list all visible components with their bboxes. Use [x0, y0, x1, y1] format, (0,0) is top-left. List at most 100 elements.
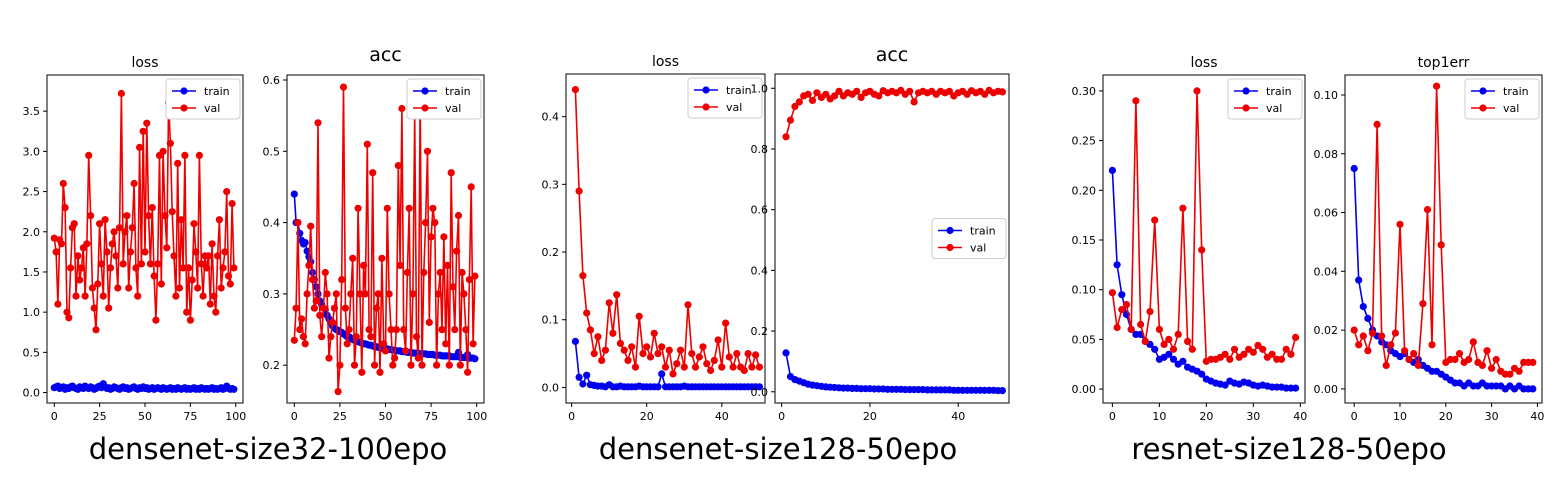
- data-point-train: [1165, 350, 1173, 358]
- data-point-train: [1151, 345, 1159, 353]
- data-point-val: [1428, 341, 1436, 349]
- data-point-val: [125, 284, 133, 292]
- y-tick-label: 0.10: [1314, 89, 1339, 102]
- data-point-val: [374, 290, 382, 298]
- data-point-val: [358, 368, 366, 376]
- data-point-val: [464, 368, 472, 376]
- data-point-val: [910, 98, 918, 106]
- data-point-val: [431, 219, 439, 227]
- data-point-val: [631, 363, 640, 371]
- y-tick-label: 2.0: [23, 226, 41, 239]
- legend-label-val: val: [970, 242, 986, 255]
- data-point-val: [1350, 326, 1358, 334]
- data-point-val: [1127, 325, 1135, 333]
- legend: train val: [931, 218, 1007, 259]
- data-point-val: [132, 264, 140, 272]
- data-point-val: [443, 261, 452, 269]
- data-point-val: [451, 326, 459, 334]
- data-point-val: [710, 356, 718, 364]
- legend-label-train: train: [726, 84, 752, 97]
- data-point-val: [334, 388, 342, 396]
- data-point-val: [1414, 361, 1422, 369]
- data-point-val: [203, 264, 211, 272]
- x-tick-label: 50: [138, 410, 152, 423]
- data-point-val: [1455, 350, 1464, 358]
- data-point-val: [628, 343, 636, 351]
- data-point-val: [148, 204, 156, 212]
- data-point-val: [383, 204, 391, 212]
- data-point-val: [143, 119, 151, 127]
- x-tick-label: 10: [1152, 410, 1166, 423]
- data-point-train: [654, 383, 662, 391]
- data-point-val: [945, 87, 954, 95]
- y-tick-label: 3.5: [23, 105, 41, 118]
- data-point-val: [339, 83, 348, 91]
- data-point-val: [453, 247, 461, 255]
- y-tick-label: 1.0: [751, 82, 769, 95]
- data-point-val: [292, 304, 300, 312]
- data-point-val: [54, 300, 62, 308]
- y-tick-label: 0.10: [1072, 284, 1097, 297]
- x-tick-label: 75: [183, 410, 197, 423]
- legend-marker-train: [421, 87, 429, 95]
- legend-label-val: val: [204, 102, 220, 115]
- data-point-train: [1359, 303, 1367, 311]
- data-point-val: [103, 248, 111, 256]
- data-point-val: [1401, 347, 1409, 355]
- legend-label-val: val: [445, 102, 461, 115]
- x-tick-label: 20: [863, 410, 877, 423]
- legend-label-train: train: [1266, 85, 1292, 98]
- data-point-train: [1169, 355, 1178, 363]
- data-point-val: [1174, 330, 1182, 338]
- data-point-val: [407, 361, 415, 369]
- data-point-val: [117, 89, 125, 98]
- data-point-val: [74, 252, 82, 260]
- data-point-val: [676, 346, 685, 354]
- legend-label-train: train: [445, 85, 471, 98]
- data-point-val: [906, 87, 914, 95]
- y-tick-label: 0.3: [263, 288, 281, 301]
- data-point-val: [808, 96, 817, 104]
- data-point-train: [1350, 164, 1358, 173]
- data-point-val: [163, 244, 171, 252]
- x-tick-label: 25: [333, 410, 347, 423]
- data-point-train: [571, 337, 580, 345]
- data-point-val: [438, 326, 446, 334]
- data-point-val: [72, 292, 80, 300]
- y-tick-label: 0.25: [1072, 135, 1097, 148]
- data-point-val: [1160, 340, 1168, 348]
- data-point-val: [52, 248, 60, 256]
- data-point-val: [217, 284, 225, 292]
- legend-label-val: val: [726, 101, 742, 114]
- data-point-val: [822, 90, 830, 98]
- data-point-val: [1410, 350, 1418, 358]
- data-point-val: [137, 260, 145, 268]
- axes-frame: [1344, 74, 1543, 404]
- y-tick-label: 1.0: [23, 306, 41, 319]
- data-point-train: [1529, 385, 1537, 393]
- data-point-val: [695, 353, 703, 361]
- data-point-val: [94, 280, 102, 288]
- data-point-val: [791, 102, 799, 111]
- data-point-val: [1355, 341, 1363, 349]
- chart-panel-1: acc 0 25 50 75 100 0.2 0.3 0.4 0.5 0.6 train val: [263, 44, 488, 423]
- data-point-val: [316, 311, 324, 319]
- data-point-val: [1188, 345, 1196, 353]
- data-point-train: [579, 380, 587, 388]
- data-point-val: [616, 339, 625, 347]
- data-point-train: [471, 355, 479, 363]
- data-point-val: [394, 162, 402, 170]
- chart-panel-4: loss 0 10 20 30 40 0.00 0.05 0.10 0.15 0.20 0.25 0.3…: [1072, 55, 1308, 423]
- data-point-val: [204, 252, 213, 260]
- data-point-val: [1165, 335, 1173, 343]
- data-point-val: [646, 353, 655, 361]
- data-point-val: [215, 216, 223, 224]
- data-point-val: [332, 290, 340, 298]
- data-point-val: [141, 248, 149, 256]
- data-point-val: [1259, 345, 1267, 353]
- data-point-val: [139, 127, 147, 135]
- data-point-val: [114, 284, 122, 292]
- legend-marker-val: [702, 103, 710, 111]
- data-point-val: [586, 326, 595, 334]
- data-point-val: [303, 290, 311, 298]
